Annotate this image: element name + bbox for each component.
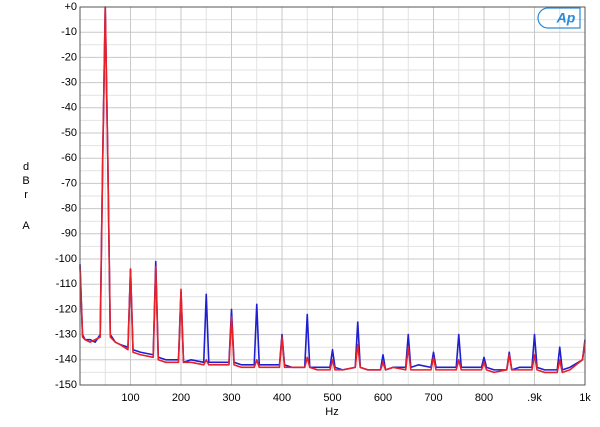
y-tick-label: -50 — [61, 127, 77, 139]
x-tick-label: 600 — [374, 392, 392, 404]
y-tick-label: -30 — [61, 77, 77, 89]
y-tick-label: -140 — [55, 354, 77, 366]
y-tick-label: -40 — [61, 102, 77, 114]
series-line — [79, 6, 586, 374]
x-axis-label: Hz — [325, 406, 338, 418]
x-tick-label: 1k — [579, 392, 591, 404]
x-tick-label: 200 — [172, 392, 190, 404]
x-tick-label: 300 — [222, 392, 240, 404]
x-tick-label: .9k — [527, 392, 542, 404]
y-tick-label: -110 — [56, 278, 77, 290]
y-tick-label: -10 — [61, 26, 77, 38]
y-tick-label: -90 — [61, 228, 77, 240]
y-tick-label: -150 — [55, 379, 77, 391]
x-tick-label: 400 — [273, 392, 291, 404]
plot-frame — [79, 6, 586, 386]
lines — [79, 6, 586, 374]
y-tick-label: -130 — [55, 329, 77, 341]
grid — [80, 6, 586, 386]
y-tick-label: -20 — [61, 51, 77, 63]
x-tick-label: 100 — [121, 392, 139, 404]
y-tick-label: -60 — [61, 152, 77, 164]
y-tick-label: +0 — [64, 1, 77, 13]
y-tick-label: -100 — [55, 253, 77, 265]
y-axis-label: dBr — [20, 161, 32, 203]
y-axis-unit: A — [22, 220, 30, 232]
y-tick-label: -70 — [61, 177, 77, 189]
series-line — [79, 6, 586, 371]
y-tick-label: -80 — [61, 203, 77, 215]
x-tick-label: 700 — [424, 392, 442, 404]
logo: Ap — [537, 7, 581, 29]
x-tick-label: 800 — [475, 392, 493, 404]
logo-frame — [537, 7, 581, 29]
logo-text: Ap — [556, 10, 576, 26]
x-tick-label: 500 — [323, 392, 341, 404]
y-tick-label: -120 — [55, 303, 77, 315]
